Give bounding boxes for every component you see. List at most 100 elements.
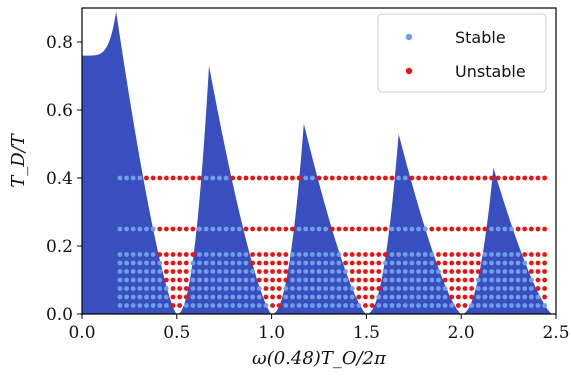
stable-point <box>495 226 501 232</box>
unstable-point <box>509 175 514 181</box>
stable-point <box>217 226 222 232</box>
unstable-point <box>455 175 461 181</box>
unstable-point <box>376 252 382 257</box>
stable-point <box>117 277 123 283</box>
stable-point <box>409 269 415 274</box>
stable-point <box>509 226 514 232</box>
unstable-point <box>276 175 282 181</box>
unstable-point <box>170 260 176 266</box>
y-tick-label: 0.4 <box>46 169 73 189</box>
unstable-point <box>436 175 441 181</box>
stable-point <box>329 294 335 300</box>
stable-point <box>157 303 163 308</box>
unstable-point <box>542 286 548 291</box>
unstable-point <box>349 269 355 274</box>
stable-point <box>323 226 329 232</box>
unstable-point <box>382 252 388 257</box>
unstable-point <box>183 294 189 300</box>
stable-point <box>343 286 348 291</box>
stable-point <box>236 226 242 232</box>
stable-point <box>343 294 348 300</box>
stable-point <box>163 303 169 308</box>
stable-point <box>124 269 129 274</box>
unstable-point <box>376 286 382 291</box>
stable-point <box>190 294 196 300</box>
stable-point <box>309 260 315 266</box>
stable-point <box>144 252 149 257</box>
unstable-point <box>522 252 528 257</box>
stable-point <box>502 226 508 232</box>
unstable-point <box>183 269 189 274</box>
unstable-point <box>469 260 475 266</box>
unstable-point <box>190 226 196 232</box>
stable-point <box>509 260 514 266</box>
unstable-point <box>369 294 375 300</box>
stable-point <box>329 303 335 308</box>
unstable-point <box>276 269 282 274</box>
unstable-point <box>356 175 362 181</box>
unstable-point <box>276 260 282 266</box>
stable-point <box>323 269 329 274</box>
stable-point <box>469 303 475 308</box>
stable-point <box>436 277 441 283</box>
unstable-point <box>263 286 269 291</box>
unstable-point <box>436 252 441 257</box>
stable-point <box>336 269 342 274</box>
stable-point <box>489 303 494 308</box>
stability-region <box>82 11 556 314</box>
unstable-point <box>197 175 202 181</box>
stable-point <box>150 277 156 283</box>
stable-point <box>389 252 395 257</box>
x-tick-label: 1.5 <box>353 323 380 343</box>
unstable-point <box>469 286 475 291</box>
stable-point <box>482 303 488 308</box>
stable-point <box>316 286 322 291</box>
stable-point <box>309 303 315 308</box>
stable-point <box>316 252 322 257</box>
unstable-point <box>263 175 269 181</box>
stable-point <box>303 252 309 257</box>
unstable-point <box>462 252 468 257</box>
unstable-point <box>535 226 541 232</box>
stable-point <box>409 294 415 300</box>
stable-point <box>223 252 229 257</box>
stable-point <box>236 294 242 300</box>
stable-point <box>409 252 415 257</box>
unstable-point <box>515 175 521 181</box>
unstable-point <box>462 175 468 181</box>
stable-point <box>389 277 395 283</box>
stable-point <box>243 303 249 308</box>
unstable-point <box>535 269 541 274</box>
y-axis-ticks: 0.0 0.2 0.4 0.6 0.8 <box>46 33 82 325</box>
stable-point <box>416 252 421 257</box>
data-points <box>117 175 548 308</box>
stable-point <box>250 294 256 300</box>
stable-point <box>217 294 222 300</box>
stable-point <box>528 303 534 308</box>
stable-point <box>402 294 408 300</box>
unstable-point <box>429 226 435 232</box>
stable-point <box>117 252 123 257</box>
unstable-point <box>356 260 362 266</box>
stable-point <box>442 286 448 291</box>
unstable-point <box>296 175 302 181</box>
stable-point <box>283 303 289 308</box>
stable-point <box>223 294 229 300</box>
stable-point <box>336 303 342 308</box>
stable-point <box>217 277 222 283</box>
unstable-point <box>455 286 461 291</box>
stable-point <box>190 269 196 274</box>
unstable-point <box>356 286 362 291</box>
stable-point <box>316 294 322 300</box>
stable-point <box>336 277 342 283</box>
stable-point <box>515 277 521 283</box>
unstable-point <box>283 269 289 274</box>
unstable-point <box>177 252 183 257</box>
stable-point <box>422 260 428 266</box>
unstable-point <box>535 260 541 266</box>
stable-point <box>303 286 309 291</box>
legend-marker-unstable <box>405 67 413 75</box>
stable-point <box>137 269 143 274</box>
unstable-point <box>363 303 368 308</box>
stable-point <box>137 175 143 181</box>
